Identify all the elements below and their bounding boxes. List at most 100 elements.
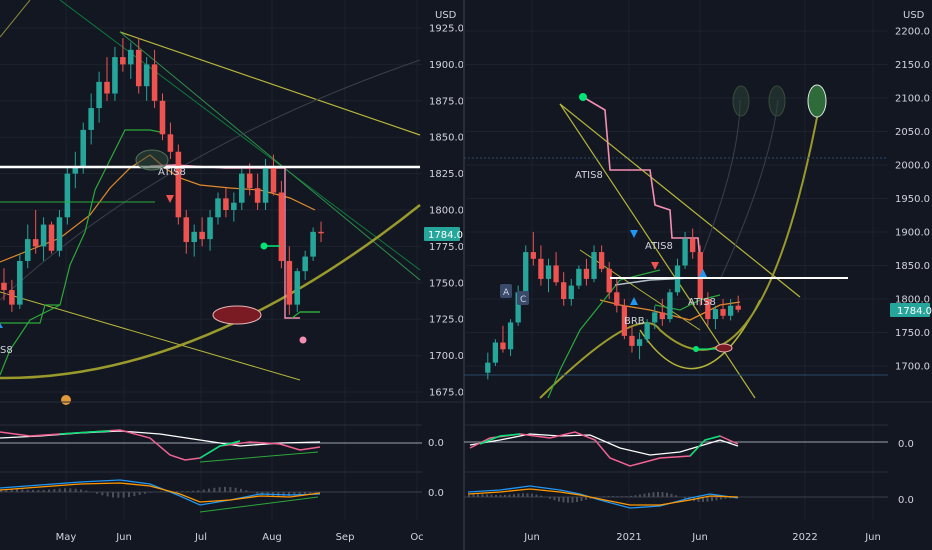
right-price-axis[interactable]	[888, 0, 932, 402]
y-tick-label: 1775.0	[429, 242, 464, 253]
histogram-bar	[616, 496, 619, 497]
candle-body	[568, 285, 574, 299]
histogram-bar	[293, 492, 296, 496]
y-tick-label: 1700.0	[895, 362, 930, 373]
y-tick-label: 1900.0	[895, 228, 930, 239]
histogram-bar	[213, 487, 216, 492]
right-oscillator-1[interactable]: 0.0	[464, 424, 914, 467]
left-trendline-upper-short	[0, 0, 31, 38]
candle-body	[112, 57, 118, 94]
right-up-arrow-2	[699, 269, 707, 277]
candle-body	[286, 260, 293, 305]
right-target-ellipse	[715, 343, 733, 353]
candle-body	[485, 362, 491, 373]
candle-body	[302, 256, 308, 272]
candle-body	[72, 166, 79, 174]
candle-body	[199, 231, 205, 240]
y-tick-label: 2200.0	[895, 27, 930, 38]
y-tick-label: 1950.0	[895, 194, 930, 205]
histogram-bar	[571, 497, 574, 503]
x-tick-label: Oc	[410, 532, 423, 543]
left-price-axis[interactable]	[422, 0, 464, 402]
x-tick-label: 2021	[616, 532, 641, 543]
left-chart[interactable]: ATIS8 S8 USD 1925.0 1900.0 1875.0 1850.0 182…	[0, 0, 464, 543]
right-chart[interactable]: ATIS8 ATIS8 ATIS8 BRB A C USD 2200.0 2150…	[463, 0, 932, 550]
histogram-bar	[621, 496, 623, 497]
histogram-bar	[69, 488, 72, 492]
candle-body	[48, 224, 55, 251]
histogram-bar	[0, 490, 2, 492]
histogram-bar	[634, 495, 637, 497]
right-oscillator-2[interactable]: 0.0	[464, 471, 914, 509]
histogram-bar	[612, 496, 614, 497]
right-osc2-orange	[467, 488, 739, 506]
histogram-bar	[48, 489, 50, 492]
candle-body	[246, 173, 253, 189]
left-pink-dot	[299, 336, 307, 344]
right-osc1-line-green	[479, 433, 721, 457]
histogram-bar	[715, 497, 718, 501]
y-tick-label: 1725.0	[429, 315, 464, 326]
candle-body	[183, 217, 190, 243]
left-gridlines	[0, 0, 422, 520]
candle-body	[598, 252, 605, 269]
candle-body	[659, 312, 665, 320]
histogram-bar	[670, 493, 673, 497]
left-oscillator-1[interactable]: 0.0	[0, 424, 444, 463]
histogram-bar	[558, 497, 560, 502]
candle-body	[254, 188, 261, 203]
histogram-bar	[160, 491, 162, 492]
histogram-bar	[553, 497, 556, 501]
histogram-bar	[10, 489, 13, 492]
candle-body	[606, 268, 612, 293]
histogram-bar	[181, 491, 184, 492]
y-tick-label: 1875.0	[429, 96, 464, 107]
candle-body	[167, 134, 174, 152]
histogram-bar	[499, 495, 502, 497]
right-label-c-box	[517, 291, 529, 305]
candle-body	[561, 282, 567, 299]
histogram-bar	[630, 495, 632, 497]
histogram-bar	[197, 490, 200, 492]
histogram-bar	[675, 495, 677, 497]
right-y-ticks: 2200.0 2150.0 2100.0 2050.0 2000.0 1950.0 1900…	[895, 27, 930, 373]
right-currency-label: USD	[903, 10, 925, 21]
candle-body	[238, 173, 245, 203]
histogram-bar	[202, 489, 205, 492]
histogram-bar	[562, 497, 565, 503]
right-label-a-box	[500, 284, 512, 298]
histogram-bar	[607, 496, 610, 497]
right-down-arrow	[651, 262, 659, 270]
candle-body	[523, 252, 529, 293]
candle-body	[270, 166, 277, 193]
histogram-bar	[208, 488, 210, 492]
left-stop-line-pink-drop	[284, 168, 300, 319]
candle-body	[667, 292, 673, 320]
left-oscillator-2[interactable]: 0.0	[0, 471, 444, 513]
x-tick-label: Jun	[864, 532, 881, 543]
right-green-dot	[579, 93, 587, 101]
right-stop-line-pink	[582, 96, 701, 261]
left-y-ticks: 1925.0 1900.0 1875.0 1850.0 1825.0 1800.0 1775…	[429, 24, 464, 399]
histogram-bar	[585, 497, 587, 500]
histogram-bar	[481, 494, 484, 497]
histogram-bar	[5, 489, 8, 492]
left-last-price-badge	[424, 227, 460, 241]
candle-body	[64, 173, 71, 218]
left-fan-line-2	[119, 31, 421, 281]
candle-body	[40, 224, 47, 247]
histogram-bar	[64, 488, 66, 492]
y-tick-label: 2150.0	[895, 60, 930, 71]
candle-body	[143, 64, 150, 87]
candle-body	[530, 252, 536, 259]
left-osc2-zero-label: 0.0	[428, 488, 444, 499]
y-tick-label: 1700.0	[429, 351, 464, 362]
y-tick-label: 1675.0	[429, 388, 464, 399]
candle-body	[191, 231, 197, 243]
right-ghost-target-1	[732, 85, 750, 117]
histogram-bar	[486, 494, 488, 497]
right-last-price-badge	[890, 303, 930, 317]
left-arc-support	[0, 204, 421, 380]
histogram-bar	[74, 488, 77, 492]
histogram-bar	[298, 492, 301, 495]
